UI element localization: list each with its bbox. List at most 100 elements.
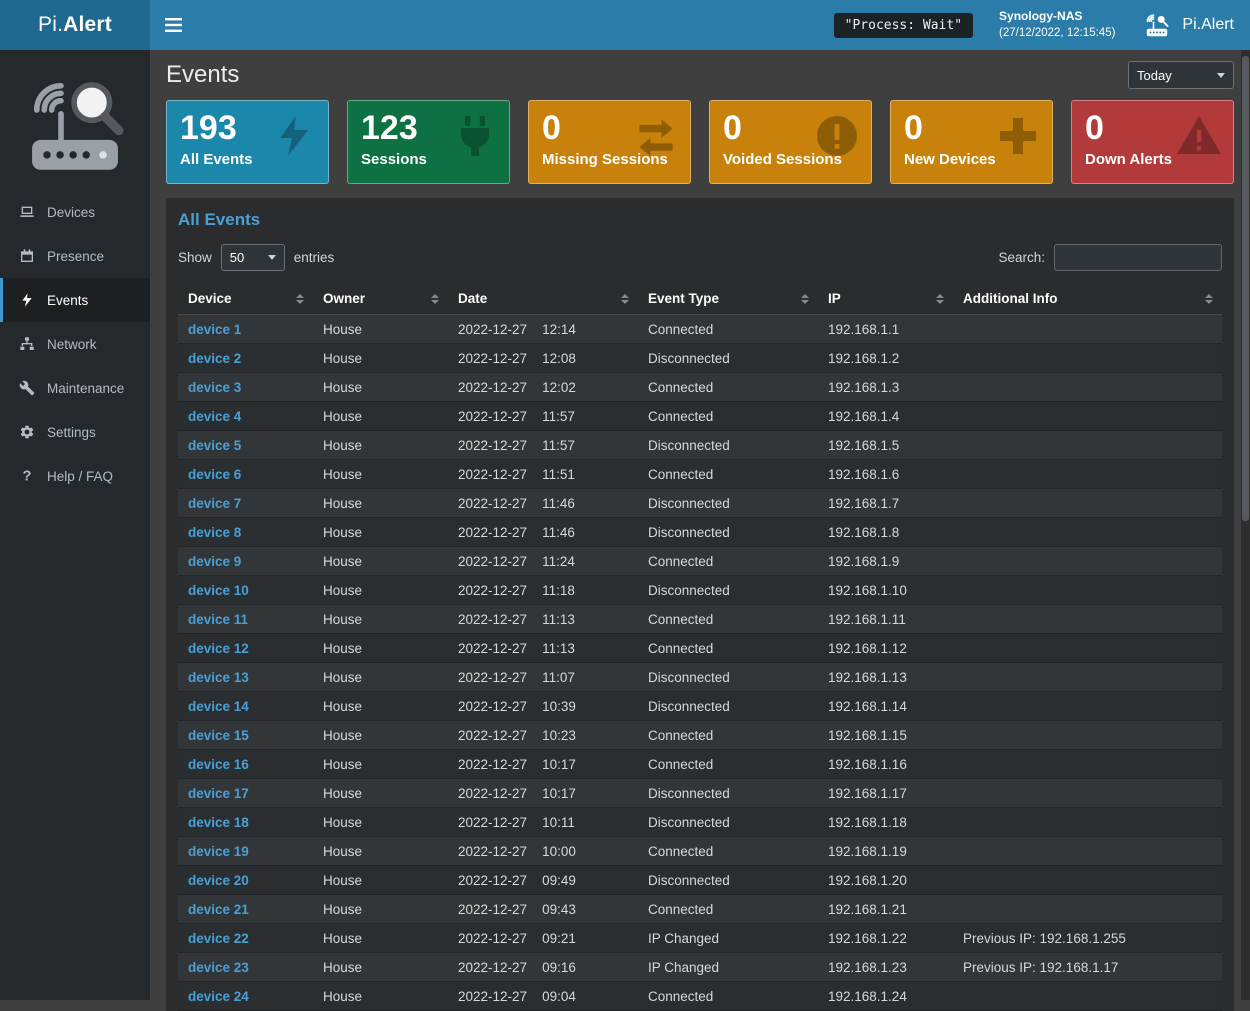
- owner-cell: House: [313, 691, 448, 721]
- time-value: 11:18: [542, 582, 575, 598]
- sidebar-toggle-button[interactable]: [150, 0, 196, 50]
- owner-cell: House: [313, 952, 448, 982]
- sidebar-item-help-faq[interactable]: ? Help / FAQ: [0, 454, 150, 498]
- device-link[interactable]: device 21: [188, 901, 249, 917]
- table-row: device 19 House 2022-12-27 10:00 Connected 19…: [178, 836, 1222, 866]
- device-link[interactable]: device 7: [188, 495, 242, 511]
- device-link[interactable]: device 2: [188, 350, 242, 366]
- time-value: 12:08: [542, 350, 576, 366]
- date-value: 2022-12-27: [458, 466, 528, 482]
- column-header-event-type[interactable]: Event Type: [638, 283, 818, 315]
- sidebar-item-maintenance[interactable]: Maintenance: [0, 366, 150, 410]
- event-type-cell: Connected: [638, 459, 818, 489]
- sidebar-item-network[interactable]: Network: [0, 322, 150, 366]
- device-link[interactable]: device 18: [188, 814, 249, 830]
- owner-cell: House: [313, 546, 448, 576]
- sort-icon: [621, 293, 629, 304]
- date-cell: 2022-12-27 10:11: [448, 807, 638, 837]
- device-link[interactable]: device 12: [188, 640, 249, 656]
- time-value: 09:49: [542, 872, 576, 888]
- ip-cell: 192.168.1.16: [818, 749, 953, 779]
- device-cell: device 1: [178, 314, 313, 344]
- device-cell: device 5: [178, 430, 313, 460]
- sidebar-item-settings[interactable]: Settings: [0, 410, 150, 454]
- date-value: 2022-12-27: [458, 756, 528, 772]
- column-header-ip[interactable]: IP: [818, 283, 953, 315]
- device-link[interactable]: device 1: [188, 321, 242, 337]
- column-header-additional-info[interactable]: Additional Info: [953, 283, 1222, 315]
- column-header-date[interactable]: Date: [448, 283, 638, 315]
- owner-cell: House: [313, 343, 448, 373]
- owner-cell: House: [313, 517, 448, 547]
- device-link[interactable]: device 17: [188, 785, 249, 801]
- hamburger-icon: [164, 18, 182, 32]
- owner-cell: House: [313, 401, 448, 431]
- host-info: Synology-NAS (27/12/2022, 12:15:45): [999, 7, 1115, 42]
- period-select[interactable]: Today: [1128, 61, 1234, 89]
- page-length-select[interactable]: 50: [220, 244, 285, 271]
- plus-icon: [994, 112, 1042, 160]
- table-row: device 9 House 2022-12-27 11:24 Connected 192…: [178, 546, 1222, 576]
- device-cell: device 15: [178, 720, 313, 750]
- question-icon: ?: [19, 468, 36, 484]
- device-link[interactable]: device 20: [188, 872, 249, 888]
- additional-info-cell: Previous IP: 192.168.1.255: [953, 923, 1222, 953]
- card-value: 0: [542, 109, 561, 147]
- device-link[interactable]: device 16: [188, 756, 249, 772]
- table-row: device 17 House 2022-12-27 10:17 Disconnecte…: [178, 778, 1222, 808]
- ip-cell: 192.168.1.19: [818, 836, 953, 866]
- table-row: device 11 House 2022-12-27 11:13 Connected 19…: [178, 604, 1222, 634]
- table-row: device 24 House 2022-12-27 09:04 Connected 19…: [178, 981, 1222, 1011]
- scrollbar-thumb[interactable]: [1242, 56, 1249, 521]
- vertical-scrollbar[interactable]: [1241, 50, 1250, 1000]
- column-header-device[interactable]: Device: [178, 283, 313, 315]
- brand-prefix: Pi.: [38, 13, 64, 36]
- table-row: device 18 House 2022-12-27 10:11 Disconnecte…: [178, 807, 1222, 837]
- owner-cell: House: [313, 894, 448, 924]
- ip-cell: 192.168.1.10: [818, 575, 953, 605]
- event-type-cell: IP Changed: [638, 952, 818, 982]
- date-value: 2022-12-27: [458, 669, 528, 685]
- device-cell: device 12: [178, 633, 313, 663]
- device-link[interactable]: device 10: [188, 582, 249, 598]
- column-header-owner[interactable]: Owner: [313, 283, 448, 315]
- device-link[interactable]: device 24: [188, 988, 249, 1004]
- search-input[interactable]: [1054, 244, 1222, 271]
- ip-cell: 192.168.1.23: [818, 952, 953, 982]
- device-link[interactable]: device 13: [188, 669, 249, 685]
- event-type-cell: IP Changed: [638, 923, 818, 953]
- device-link[interactable]: device 5: [188, 437, 242, 453]
- table-row: device 14 House 2022-12-27 10:39 Disconnecte…: [178, 691, 1222, 721]
- device-link[interactable]: device 15: [188, 727, 249, 743]
- table-body: device 1 House 2022-12-27 12:14 Connected 192…: [178, 314, 1222, 1011]
- card-label: New Devices: [904, 151, 996, 169]
- sidebar-item-presence[interactable]: Presence: [0, 234, 150, 278]
- device-link[interactable]: device 4: [188, 408, 242, 424]
- device-link[interactable]: device 9: [188, 553, 242, 569]
- event-type-cell: Connected: [638, 981, 818, 1011]
- chevron-down-icon: [1217, 72, 1225, 78]
- device-link[interactable]: device 6: [188, 466, 242, 482]
- table-row: device 5 House 2022-12-27 11:57 Disconnected…: [178, 430, 1222, 460]
- device-link[interactable]: device 8: [188, 524, 242, 540]
- plug-icon: [451, 112, 499, 160]
- time-value: 09:16: [542, 959, 576, 975]
- device-link[interactable]: device 19: [188, 843, 249, 859]
- device-link[interactable]: device 14: [188, 698, 249, 714]
- event-type-cell: Connected: [638, 720, 818, 750]
- device-link[interactable]: device 23: [188, 959, 249, 975]
- brand-logo[interactable]: Pi. Alert: [0, 0, 150, 50]
- time-value: 11:57: [542, 408, 575, 424]
- sidebar-item-events[interactable]: Events: [0, 278, 150, 322]
- device-link[interactable]: device 3: [188, 379, 242, 395]
- ip-cell: 192.168.1.8: [818, 517, 953, 547]
- date-cell: 2022-12-27 11:51: [448, 459, 638, 489]
- additional-info-cell: [953, 894, 1222, 924]
- event-type-cell: Disconnected: [638, 430, 818, 460]
- device-link[interactable]: device 11: [188, 611, 249, 627]
- date-value: 2022-12-27: [458, 988, 528, 1004]
- table-row: device 3 House 2022-12-27 12:02 Connected 192…: [178, 372, 1222, 402]
- sidebar-item-devices[interactable]: Devices: [0, 190, 150, 234]
- additional-info-cell: [953, 459, 1222, 489]
- device-link[interactable]: device 22: [188, 930, 249, 946]
